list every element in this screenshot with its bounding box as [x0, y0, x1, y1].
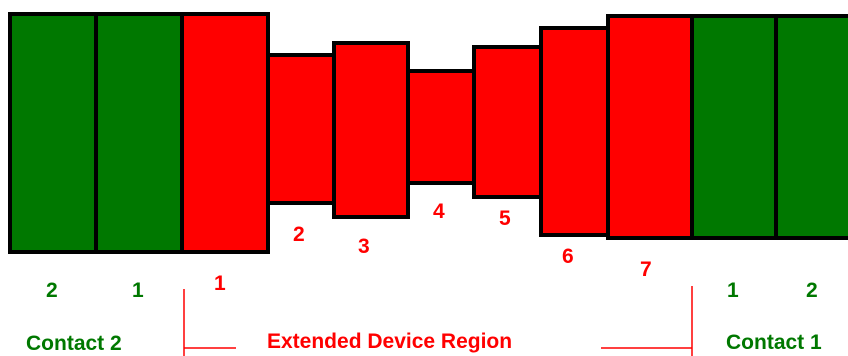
device-segment-label: 1 — [214, 272, 226, 295]
device-block-4 — [406, 69, 476, 185]
device-segment-label: 6 — [562, 245, 574, 268]
device-block-6 — [539, 26, 610, 237]
device-segment-label: 5 — [499, 207, 511, 230]
contact1-segment-label: 1 — [727, 279, 739, 302]
contact1-block-1 — [690, 14, 778, 240]
device-segment-label: 7 — [640, 258, 652, 281]
contact2-block-2 — [8, 12, 98, 254]
device-segment-label: 3 — [358, 235, 370, 258]
device-region-label: Extended Device Region — [267, 330, 512, 353]
device-segment-label: 2 — [293, 223, 305, 246]
contact2-segment-label: 2 — [46, 279, 58, 302]
contact1-segment-label: 2 — [806, 279, 818, 302]
contact1-label: Contact 1 — [726, 331, 822, 354]
contact2-block-1 — [94, 12, 184, 254]
device-block-2 — [266, 53, 336, 205]
contact1-block-2 — [774, 14, 848, 240]
contact2-label: Contact 2 — [26, 332, 122, 355]
device-block-3 — [332, 41, 410, 219]
contact2-segment-label: 1 — [132, 279, 144, 302]
device-block-1 — [180, 12, 270, 254]
device-block-5 — [472, 45, 543, 199]
device-block-7 — [606, 14, 694, 240]
device-segment-label: 4 — [433, 200, 445, 223]
